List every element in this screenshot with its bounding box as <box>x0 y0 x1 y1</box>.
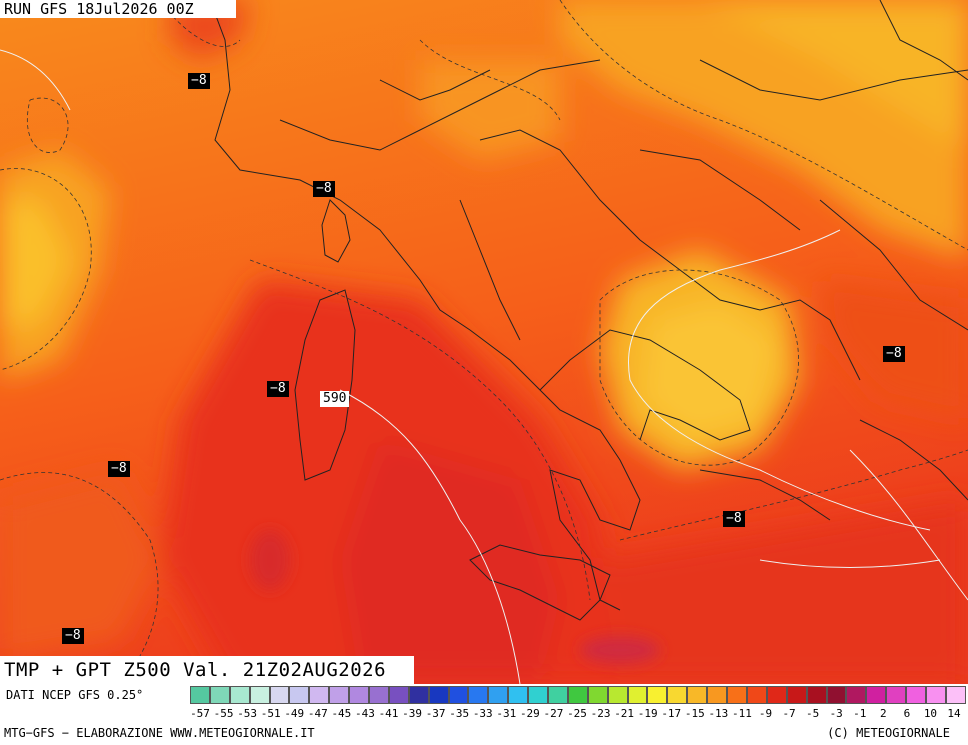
color-swatch <box>647 686 668 704</box>
color-scale-tick: -19 <box>637 707 658 720</box>
color-swatch <box>906 686 926 704</box>
color-scale-tick: 6 <box>903 707 911 720</box>
color-scale-tick: -57 <box>190 707 210 720</box>
color-scale-tick: -39 <box>402 707 422 720</box>
color-swatch <box>687 686 708 704</box>
footer-credit: MTG−GFS − ELABORAZIONE WWW.METEOGIORNALE… <box>4 726 315 740</box>
color-swatch <box>229 686 250 704</box>
color-scale-tick: -55 <box>213 707 234 720</box>
color-scale-tick: -41 <box>378 707 399 720</box>
color-swatch <box>209 686 230 704</box>
color-scale-tick: -7 <box>782 707 796 720</box>
contour-label: −8 <box>723 511 745 527</box>
color-scale-tick: -13 <box>708 707 729 720</box>
color-scale-ticks: -57 -55 -53 -51 -49 -47 -45 -43 -41 -39 -37 -35 -33-… <box>190 706 966 722</box>
color-scale-tick: -25 <box>567 707 587 720</box>
color-scale-tick: -27 <box>543 707 564 720</box>
color-scale-tick: -51 <box>260 707 281 720</box>
color-swatch <box>488 686 509 704</box>
color-scale-tick: -53 <box>237 707 258 720</box>
color-swatch <box>786 686 807 704</box>
legend-source-area: DATI NCEP GFS 0.25° <box>0 686 190 704</box>
color-scale-tick: -21 <box>614 707 635 720</box>
contour-label: −8 <box>313 181 335 197</box>
color-scale-tick: -11 <box>732 707 752 720</box>
color-scale-tick: -37 <box>425 707 446 720</box>
color-swatch <box>408 686 429 704</box>
color-scale-tick: -17 <box>661 707 682 720</box>
color-scale-tick: -15 <box>684 707 705 720</box>
color-scale-tick: -23 <box>590 707 611 720</box>
color-scale-tick: 10 <box>923 707 938 720</box>
color-swatch <box>428 686 449 704</box>
coastlines-and-borders <box>209 0 968 621</box>
color-swatch <box>746 686 767 704</box>
contour-label: −8 <box>62 628 84 644</box>
color-swatch <box>567 686 588 704</box>
color-swatch <box>289 686 310 704</box>
color-swatch <box>925 686 946 704</box>
color-swatch <box>548 686 568 704</box>
color-scale <box>190 686 966 706</box>
color-scale-tick: -29 <box>519 707 540 720</box>
color-swatch <box>369 686 389 704</box>
color-swatch <box>587 686 608 704</box>
isotherm-contours <box>0 0 968 684</box>
color-scale-tick: -9 <box>758 707 773 720</box>
color-swatch <box>846 686 867 704</box>
color-scale-tick: -35 <box>449 707 470 720</box>
color-swatch <box>806 686 827 704</box>
color-scale-tick: -43 <box>355 707 375 720</box>
color-swatch <box>826 686 847 704</box>
color-scale-tick: 2 <box>880 707 887 720</box>
color-swatch <box>349 686 370 704</box>
color-swatch <box>707 686 728 704</box>
color-swatch <box>945 686 966 704</box>
color-scale-tick: -47 <box>307 707 328 720</box>
color-swatch <box>627 686 648 704</box>
contour-label: −8 <box>883 346 905 362</box>
color-swatch <box>508 686 529 704</box>
color-swatch <box>886 686 907 704</box>
color-swatch <box>766 686 787 704</box>
color-scale-tick: -45 <box>331 707 352 720</box>
color-swatch <box>866 686 887 704</box>
color-swatch <box>190 686 210 704</box>
contour-label: −8 <box>188 73 210 89</box>
color-swatch <box>249 686 270 704</box>
contour-label: −8 <box>108 461 130 477</box>
geopotential-contours <box>0 49 968 684</box>
cold-patches <box>250 530 660 664</box>
color-scale-tick: -1 <box>853 707 867 720</box>
color-swatch <box>269 686 290 704</box>
footer-copyright: (C) METEOGIORNALE <box>827 726 950 740</box>
color-swatch <box>329 686 350 704</box>
color-swatch <box>448 686 469 704</box>
data-source-label: DATI NCEP GFS 0.25° <box>6 688 144 702</box>
color-scale-tick: -5 <box>806 707 820 720</box>
color-swatch <box>607 686 628 704</box>
field-title: TMP + GPT Z500 Val. 21Z02AUG2026 <box>0 656 414 684</box>
color-scale-tick: 14 <box>947 707 961 720</box>
color-scale-tick: -33 <box>472 707 493 720</box>
color-swatch <box>528 686 549 704</box>
contour-label: −8 <box>267 381 289 397</box>
run-title: RUN GFS 18Jul2026 00Z <box>0 0 236 18</box>
color-swatch <box>667 686 688 704</box>
color-swatch <box>727 686 747 704</box>
temperature-map <box>0 0 968 684</box>
color-scale-tick: -3 <box>829 707 843 720</box>
color-scale-tick: -31 <box>496 707 517 720</box>
color-scale-tick: -49 <box>284 707 305 720</box>
geopotential-label: 590 <box>320 391 350 407</box>
color-swatch <box>468 686 489 704</box>
color-swatch <box>388 686 409 704</box>
color-swatch <box>309 686 330 704</box>
